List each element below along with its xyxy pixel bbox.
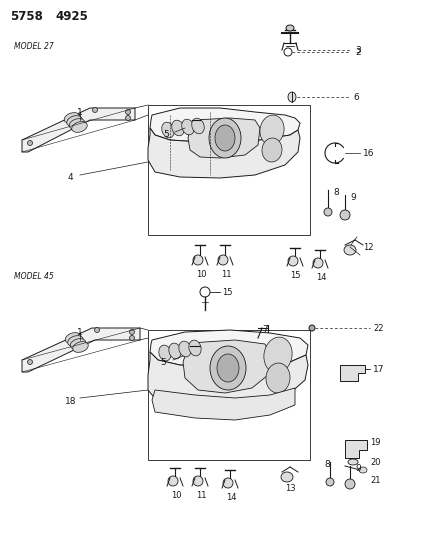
Ellipse shape [209,118,241,158]
Polygon shape [340,365,365,381]
Text: 21: 21 [370,476,380,485]
Ellipse shape [340,210,350,220]
Text: 1: 1 [77,328,83,337]
Text: 7: 7 [262,325,268,334]
Ellipse shape [281,472,293,482]
Ellipse shape [95,327,99,333]
Polygon shape [150,108,300,142]
Ellipse shape [159,345,171,361]
Ellipse shape [210,346,246,390]
Ellipse shape [125,109,131,115]
Ellipse shape [326,478,334,486]
Text: 10: 10 [171,491,181,500]
Ellipse shape [130,335,134,341]
Ellipse shape [223,478,233,488]
Ellipse shape [193,476,203,486]
Ellipse shape [313,258,323,268]
Ellipse shape [192,118,204,134]
Polygon shape [148,128,300,178]
Ellipse shape [162,122,174,138]
Text: 10: 10 [196,270,206,279]
Ellipse shape [260,115,284,145]
Text: 17: 17 [373,365,384,374]
Text: 4: 4 [68,173,74,182]
Polygon shape [188,118,260,158]
Ellipse shape [266,363,290,393]
Ellipse shape [262,138,282,162]
Ellipse shape [72,122,87,132]
Ellipse shape [68,336,83,346]
Ellipse shape [193,255,203,265]
Ellipse shape [218,255,228,265]
Text: 5: 5 [163,130,169,139]
Text: 1: 1 [77,108,83,117]
Ellipse shape [348,459,358,465]
Text: 6: 6 [353,93,359,102]
Ellipse shape [288,256,298,266]
Ellipse shape [73,342,88,352]
Ellipse shape [344,245,356,255]
Ellipse shape [27,141,33,146]
Ellipse shape [264,337,292,373]
Polygon shape [22,328,140,372]
Ellipse shape [92,108,98,112]
Text: 3: 3 [355,46,361,55]
Text: MODEL 45: MODEL 45 [14,272,54,281]
Ellipse shape [200,287,210,297]
Ellipse shape [179,341,191,357]
Polygon shape [22,108,135,152]
Ellipse shape [288,92,296,102]
Ellipse shape [172,120,184,136]
Bar [148,330,310,460]
Text: 11: 11 [196,491,206,500]
Ellipse shape [215,125,235,151]
Text: 13: 13 [285,484,296,493]
Ellipse shape [125,116,131,120]
Text: MODEL 27: MODEL 27 [14,42,54,51]
Ellipse shape [65,333,81,343]
Ellipse shape [345,479,355,489]
Text: 11: 11 [221,270,232,279]
Ellipse shape [189,340,201,356]
Ellipse shape [309,325,315,331]
Polygon shape [183,340,270,393]
Ellipse shape [284,48,292,56]
Ellipse shape [217,354,239,382]
Ellipse shape [130,329,134,335]
Text: 9: 9 [355,464,361,473]
Ellipse shape [324,208,332,216]
Ellipse shape [27,359,33,365]
Text: 18: 18 [65,397,77,406]
Ellipse shape [182,119,194,135]
Text: 19: 19 [370,438,380,447]
Ellipse shape [359,467,367,473]
Text: 20: 20 [370,458,380,467]
Text: 5: 5 [160,358,166,367]
Ellipse shape [64,112,80,123]
Text: 14: 14 [226,493,237,502]
Ellipse shape [67,116,82,126]
Bar [148,105,310,235]
Polygon shape [148,352,308,412]
Text: 4925: 4925 [55,10,88,23]
Text: 5758: 5758 [10,10,43,23]
Polygon shape [150,330,308,367]
Text: 16: 16 [363,149,374,158]
Polygon shape [152,388,295,420]
Ellipse shape [70,338,86,349]
Text: 22: 22 [373,324,383,333]
Ellipse shape [169,343,181,359]
Text: 12: 12 [363,243,374,252]
Ellipse shape [69,119,85,130]
Text: 2: 2 [355,48,361,57]
Text: 15: 15 [222,288,232,297]
Text: 8: 8 [324,460,330,469]
Text: 9: 9 [350,193,356,202]
Ellipse shape [168,476,178,486]
Ellipse shape [286,25,294,31]
Text: 14: 14 [316,273,327,282]
Polygon shape [345,440,367,458]
Text: 15: 15 [290,271,300,280]
Text: 8: 8 [333,188,339,197]
